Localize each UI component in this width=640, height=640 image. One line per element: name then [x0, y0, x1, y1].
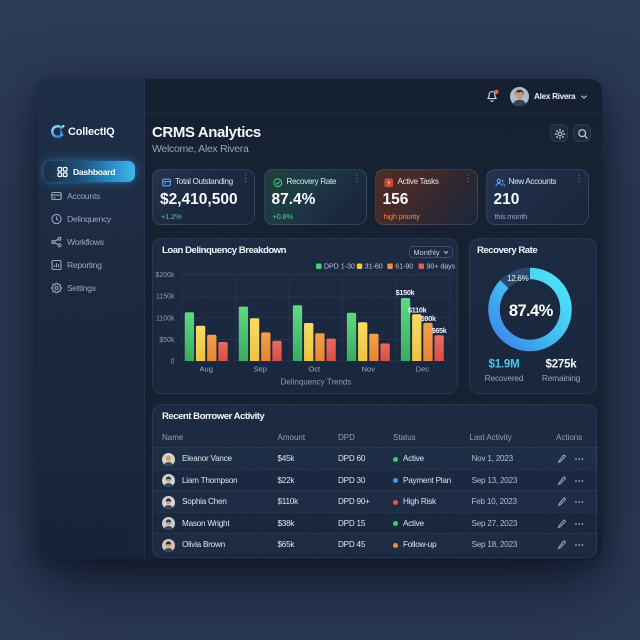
svg-text:$50k: $50k — [159, 337, 175, 344]
svg-text:$150k: $150k — [396, 288, 416, 297]
svg-text:Aug: Aug — [200, 365, 213, 374]
svg-text:Remaining: Remaining — [542, 373, 581, 383]
svg-text:$65k: $65k — [431, 326, 447, 335]
svg-text:Oct: Oct — [308, 365, 321, 374]
svg-text:61-90: 61-90 — [395, 264, 413, 271]
svg-text:Dec: Dec — [416, 365, 430, 374]
svg-text:1150k: 1150k — [156, 294, 175, 301]
svg-text:1100k: 1100k — [156, 315, 175, 322]
svg-text:90+ days: 90+ days — [427, 264, 456, 271]
svg-text:Nov: Nov — [362, 365, 376, 374]
svg-text:87.4%: 87.4% — [509, 302, 554, 320]
svg-text:DPD 1-30: DPD 1-30 — [324, 264, 355, 271]
svg-text:0: 0 — [171, 359, 175, 366]
svg-text:Sep: Sep — [254, 365, 267, 374]
svg-text:$200k: $200k — [155, 272, 175, 279]
svg-text:12.6%: 12.6% — [507, 274, 528, 283]
svg-text:Recovered: Recovered — [485, 373, 524, 383]
svg-text:31-60: 31-60 — [365, 264, 383, 271]
svg-text:Delinquency Trends: Delinquency Trends — [281, 378, 352, 387]
svg-text:$90k: $90k — [421, 314, 437, 323]
svg-text:$275k: $275k — [546, 359, 578, 371]
svg-text:$1.9M: $1.9M — [489, 359, 520, 371]
